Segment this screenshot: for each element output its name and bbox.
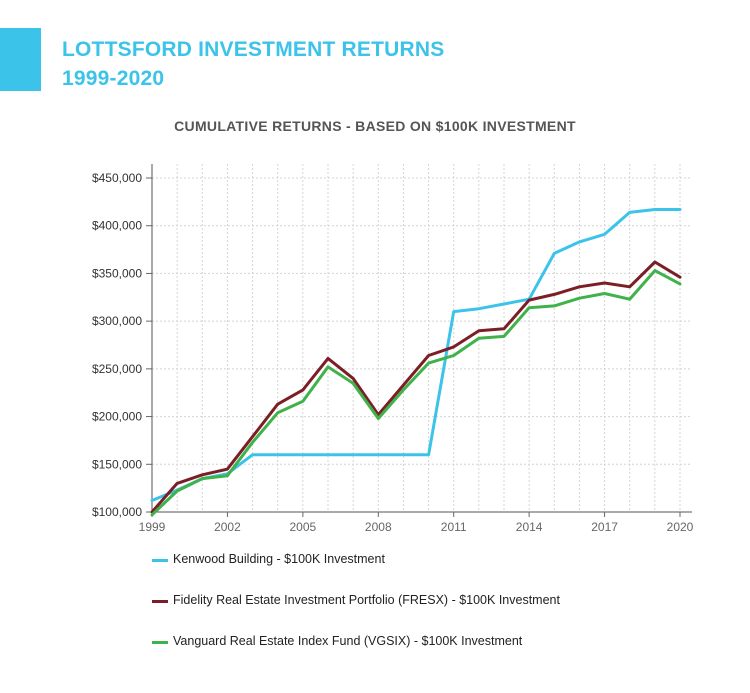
- title-accent-block: [0, 28, 41, 91]
- legend-item-fidelity: Fidelity Real Estate Investment Portfoli…: [152, 593, 560, 634]
- y-tick-label: $300,000: [92, 314, 142, 328]
- series-line-kenwood: [150, 208, 682, 502]
- page-title-line-1: LOTTSFORD INVESTMENT RETURNS: [62, 38, 445, 61]
- legend-swatch-fidelity: [152, 600, 168, 603]
- legend-label-vanguard: Vanguard Real Estate Index Fund (VGSIX) …: [173, 634, 523, 648]
- page-title: LOTTSFORD INVESTMENT RETURNS 1999-2020: [62, 35, 444, 93]
- chart-axes: $100,000 $150,000 $200,000 $250,000 $300,000…: [92, 164, 694, 534]
- legend-label-fidelity: Fidelity Real Estate Investment Portfoli…: [173, 593, 560, 607]
- chart-title: CUMULATIVE RETURNS - BASED ON $100K INVE…: [174, 118, 576, 134]
- x-tick-label: 2008: [365, 520, 392, 534]
- y-tick-label: $400,000: [92, 219, 142, 233]
- x-tick-label: 2017: [591, 520, 618, 534]
- page-title-line-2: 1999-2020: [62, 67, 165, 90]
- y-tick-label: $450,000: [92, 171, 142, 185]
- legend-swatch-kenwood: [152, 559, 168, 562]
- x-tick-label: 2002: [214, 520, 241, 534]
- y-tick-label: $150,000: [92, 457, 142, 471]
- legend-swatch-vanguard: [152, 641, 168, 644]
- series-line-vanguard: [150, 269, 682, 517]
- x-tick-label: 2005: [290, 520, 317, 534]
- legend-item-kenwood: Kenwood Building - $100K Investment: [152, 552, 560, 593]
- chart-series: [150, 208, 682, 517]
- series-line-fidelity: [150, 260, 682, 514]
- legend-label-kenwood: Kenwood Building - $100K Investment: [173, 552, 385, 566]
- x-tick-label: 2011: [441, 520, 467, 534]
- y-tick-label: $350,000: [92, 266, 142, 280]
- x-tick-label: 2020: [667, 520, 694, 534]
- x-tick-label: 1999: [139, 520, 166, 534]
- chart-legend: Kenwood Building - $100K Investment Fide…: [152, 552, 560, 675]
- x-tick-label: 2014: [516, 520, 543, 534]
- line-chart: $100,000 $150,000 $200,000 $250,000 $300,000…: [92, 164, 694, 534]
- y-tick-label: $200,000: [92, 410, 142, 424]
- y-tick-label: $100,000: [92, 505, 142, 519]
- y-tick-label: $250,000: [92, 362, 142, 376]
- legend-item-vanguard: Vanguard Real Estate Index Fund (VGSIX) …: [152, 634, 560, 675]
